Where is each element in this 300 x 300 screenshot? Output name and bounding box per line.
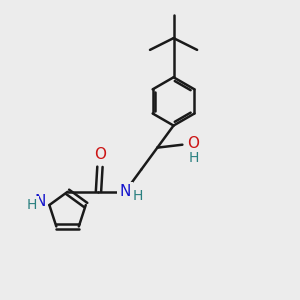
Text: N: N <box>34 194 46 209</box>
Text: O: O <box>187 136 199 151</box>
Text: H: H <box>27 198 37 212</box>
Text: H: H <box>188 151 199 165</box>
Text: O: O <box>94 147 106 162</box>
Text: H: H <box>133 189 143 203</box>
Text: N: N <box>119 184 131 199</box>
